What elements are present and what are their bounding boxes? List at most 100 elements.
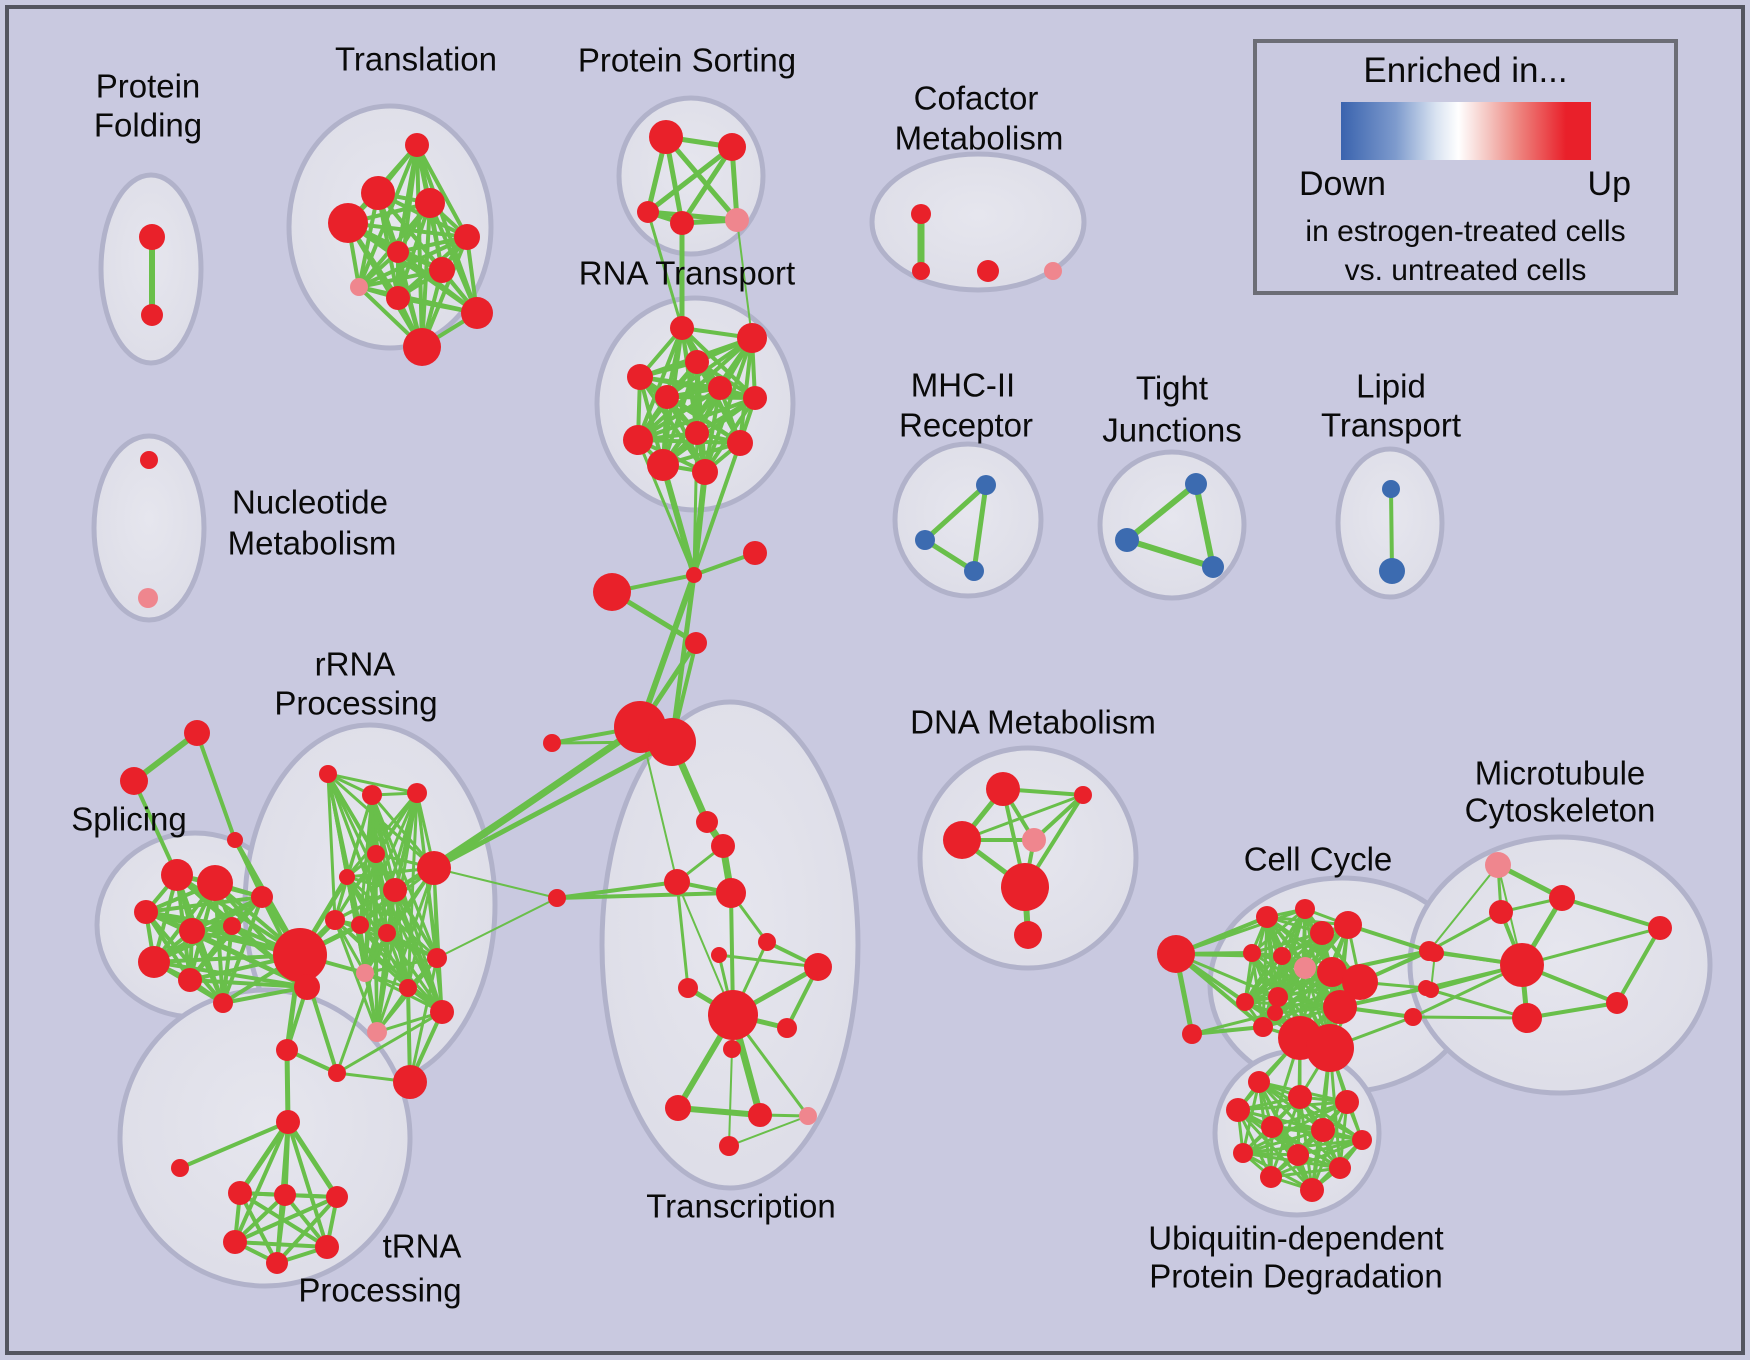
network-edge	[717, 953, 820, 969]
network-edge	[333, 918, 379, 1034]
network-edge	[1174, 907, 1307, 956]
cofactor_metabolism-node-1	[912, 262, 930, 280]
transcription-node-10	[777, 1018, 797, 1038]
legend-caption-line1: in estrogen-treated cells	[1305, 215, 1626, 248]
trna_processing-node-1	[328, 1064, 346, 1082]
rrna_processing-node-3	[367, 845, 385, 863]
network-edge	[144, 910, 225, 1005]
transcription-node-0	[696, 811, 718, 833]
rrna_processing-label: rRNA	[315, 646, 396, 683]
protein_sorting-node-0	[649, 120, 683, 154]
network-edge	[1190, 1025, 1265, 1036]
cell_cycle-node-12	[1268, 987, 1288, 1007]
hub-node-2	[227, 832, 243, 848]
transcription-node-8	[678, 978, 698, 998]
tight_junctions-label: Tight	[1136, 370, 1208, 407]
rrna_processing-node-4	[339, 869, 355, 885]
translation-node-5	[387, 241, 409, 263]
translation-node-0	[405, 133, 429, 157]
mhc2_receptor-node-0	[976, 475, 996, 495]
rna_transport-node-1	[737, 323, 767, 353]
tight_junctions-label: Junctions	[1102, 412, 1241, 449]
splicing-node-7	[178, 968, 202, 992]
transcription-node-11	[723, 1040, 741, 1058]
trna_processing-label: Processing	[298, 1272, 461, 1309]
network-edge	[636, 326, 684, 442]
network-edge	[1241, 1128, 1325, 1155]
tight_junctions-region	[1097, 449, 1247, 601]
legend-caption-line2: vs. untreated cells	[1344, 254, 1587, 287]
transcription-node-6	[711, 947, 727, 963]
transcription-node-15	[719, 1136, 739, 1156]
splicing-node-5	[223, 917, 241, 935]
protein_sorting-node-1	[718, 133, 746, 161]
network-edge	[275, 1195, 339, 1265]
dna_metabolism-node-2	[943, 821, 981, 859]
network-edge	[1560, 896, 1662, 930]
network-edge	[637, 572, 697, 730]
network-edge	[1250, 951, 1265, 1029]
protein_folding-label: Folding	[94, 107, 202, 144]
hub-node-1	[120, 767, 148, 795]
microtubule-node-5	[1500, 943, 1544, 987]
network-edge	[660, 462, 697, 578]
network-edge	[1427, 910, 1503, 953]
cofactor_metabolism-node-0	[911, 204, 931, 224]
cell_cycle-node-13	[1267, 1005, 1283, 1021]
network-edge	[420, 235, 469, 349]
hub-node-9	[543, 734, 561, 752]
cell_cycle-node-11	[1236, 993, 1254, 1011]
network-edge	[1193, 481, 1216, 570]
network-edge	[1411, 1015, 1529, 1020]
translation-node-1	[361, 176, 395, 210]
network-edge	[221, 924, 234, 1005]
protein_sorting-node-3	[670, 211, 694, 235]
network-edge	[1243, 954, 1284, 1004]
legend-down-label: Down	[1299, 165, 1386, 203]
network-edge	[195, 731, 237, 842]
ubiquitin-node-1	[1288, 1085, 1312, 1109]
network-edge	[357, 268, 444, 289]
network-edge	[406, 791, 419, 990]
network-edge	[675, 880, 690, 990]
network-edge	[1190, 1011, 1277, 1036]
microtubule-node-0	[1485, 852, 1511, 878]
legend-gradient-bar	[1341, 102, 1591, 160]
network-edge	[728, 1115, 809, 1147]
legend-title: Enriched in...	[1363, 51, 1568, 90]
translation-node-9	[461, 297, 493, 329]
dna_metabolism-node-0	[986, 772, 1020, 806]
cell_cycle-node-7	[1273, 947, 1291, 965]
network-edge	[1520, 926, 1662, 967]
trna_processing-node-7	[326, 1186, 348, 1208]
network-edge	[233, 1240, 329, 1249]
dna_metabolism-node-5	[1014, 921, 1042, 949]
network-edge	[636, 396, 757, 442]
network-edge	[363, 971, 379, 1034]
network-edge	[363, 956, 439, 975]
cell_cycle-node-0	[1157, 935, 1195, 973]
rna_transport-node-5	[655, 385, 679, 409]
network-edge	[233, 1195, 339, 1244]
network-edge	[555, 891, 733, 900]
dna_metabolism-node-4	[1001, 863, 1049, 911]
transcription-node-12	[665, 1095, 691, 1121]
rna_transport-node-8	[685, 421, 709, 445]
transcription-node-1	[711, 834, 735, 858]
network-edge	[1243, 966, 1307, 1004]
hub-node-0	[184, 720, 210, 746]
cofactor_metabolism-node-2	[977, 260, 999, 282]
cell_cycle-node-4	[1310, 921, 1334, 945]
transcription-node-14	[799, 1107, 817, 1125]
transcription-node-7	[804, 953, 832, 981]
trna_processing-node-0	[276, 1039, 298, 1061]
ubiquitin-node-11	[1300, 1178, 1324, 1202]
network-edge	[639, 726, 678, 883]
dna_metabolism-node-3	[1022, 828, 1046, 852]
rrna_processing-label: Processing	[274, 685, 437, 722]
ubiquitin-node-10	[1260, 1166, 1282, 1188]
network-edge	[1428, 864, 1499, 952]
network-edge	[178, 1120, 290, 1170]
network-edge	[357, 143, 419, 289]
